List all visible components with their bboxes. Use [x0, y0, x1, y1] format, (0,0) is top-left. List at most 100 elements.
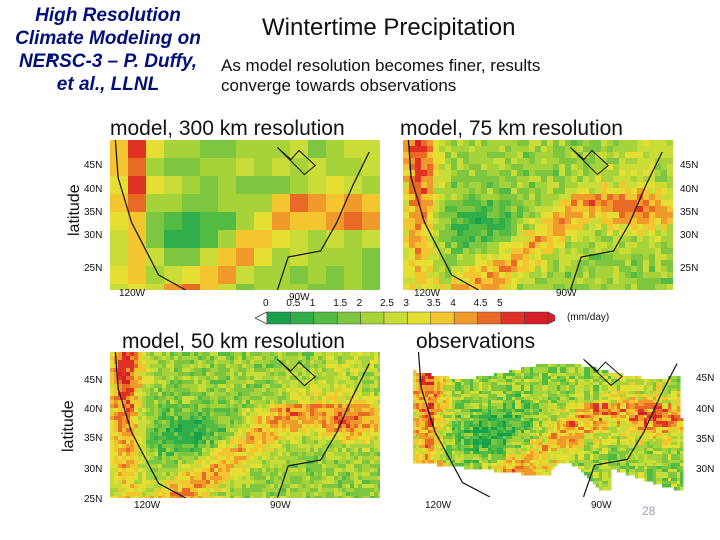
grid-cell [485, 403, 489, 407]
grid-cell [142, 448, 147, 453]
grid-cell [632, 382, 636, 386]
grid-cell [619, 206, 626, 213]
grid-cell [234, 452, 239, 457]
grid-cell [463, 176, 470, 183]
grid-cell [130, 396, 135, 401]
grid-cell [370, 444, 375, 449]
grid-cell [493, 242, 500, 249]
grid-cell [128, 158, 147, 177]
grid-cell [142, 364, 147, 369]
grid-cell [491, 382, 495, 386]
grid-cell [569, 397, 573, 401]
grid-cell [158, 416, 163, 421]
grid-cell [242, 472, 247, 477]
grid-cell [330, 388, 335, 393]
grid-cell [668, 397, 672, 401]
grid-cell [590, 379, 594, 383]
grid-cell [599, 370, 603, 374]
grid-cell [433, 236, 440, 243]
grid-cell [499, 272, 506, 279]
grid-cell [202, 396, 207, 401]
grid-cell [457, 212, 464, 219]
grid-cell [258, 444, 263, 449]
grid-cell [667, 266, 673, 273]
grid-cell [138, 472, 143, 477]
grid-cell [613, 206, 620, 213]
grid-cell [565, 170, 572, 177]
grid-cell [174, 376, 179, 381]
grid-cell [146, 194, 165, 213]
grid-cell [250, 384, 255, 389]
grid-cell [665, 397, 669, 401]
grid-cell [270, 420, 275, 425]
grid-cell [170, 436, 175, 441]
grid-cell [318, 460, 323, 465]
grid-cell [214, 424, 219, 429]
grid-cell [443, 391, 447, 395]
grid-cell [601, 266, 608, 273]
grid-cell [118, 496, 123, 498]
grid-cell [230, 436, 235, 441]
grid-cell [198, 364, 203, 369]
grid-cell [475, 164, 482, 171]
grid-cell [282, 436, 287, 441]
grid-cell [118, 356, 123, 361]
grid-cell [306, 448, 311, 453]
grid-cell [500, 409, 504, 413]
grid-cell [470, 388, 474, 392]
grid-cell [475, 206, 482, 213]
grid-cell [318, 496, 323, 498]
grid-cell [274, 480, 279, 485]
grid-cell [150, 444, 155, 449]
grid-cell [238, 356, 243, 361]
grid-cell [330, 436, 335, 441]
grid-cell [366, 492, 371, 497]
grid-cell [481, 278, 488, 285]
grid-cell [581, 391, 585, 395]
grid-cell [186, 372, 191, 377]
grid-cell [134, 416, 139, 421]
grid-cell [302, 484, 307, 489]
grid-cell [362, 436, 367, 441]
grid-cell [330, 364, 335, 369]
grid-cell [366, 440, 371, 445]
grid-cell [290, 436, 295, 441]
grid-cell [242, 360, 247, 365]
grid-cell [445, 272, 452, 279]
grid-cell [667, 182, 673, 189]
grid-cell [338, 388, 343, 393]
grid-cell [659, 385, 663, 389]
grid-cell [475, 176, 482, 183]
grid-cell [266, 428, 271, 433]
grid-cell [158, 432, 163, 437]
grid-cell [326, 266, 345, 285]
grid-cell [464, 385, 468, 389]
grid-cell [421, 284, 428, 290]
grid-cell [479, 379, 483, 383]
grid-cell [344, 284, 363, 290]
grid-cell [421, 230, 428, 237]
grid-cell [439, 278, 446, 285]
grid-cell [254, 364, 259, 369]
grid-cell [198, 448, 203, 453]
grid-cell [150, 364, 155, 369]
grid-cell [238, 360, 243, 365]
grid-cell [488, 397, 492, 401]
grid-cell [174, 364, 179, 369]
grid-cell [533, 385, 537, 389]
grid-cell [464, 391, 468, 395]
grid-cell [222, 448, 227, 453]
grid-cell [294, 432, 299, 437]
grid-cell [643, 164, 650, 171]
grid-cell [649, 254, 656, 261]
grid-cell [469, 170, 476, 177]
grid-cell [274, 368, 279, 373]
grid-cell [629, 397, 633, 401]
grid-cell [202, 352, 207, 357]
grid-cell [523, 248, 530, 255]
grid-cell [617, 403, 621, 407]
grid-cell [338, 420, 343, 425]
grid-cell [306, 404, 311, 409]
grid-cell [278, 460, 283, 465]
grid-cell [617, 394, 621, 398]
